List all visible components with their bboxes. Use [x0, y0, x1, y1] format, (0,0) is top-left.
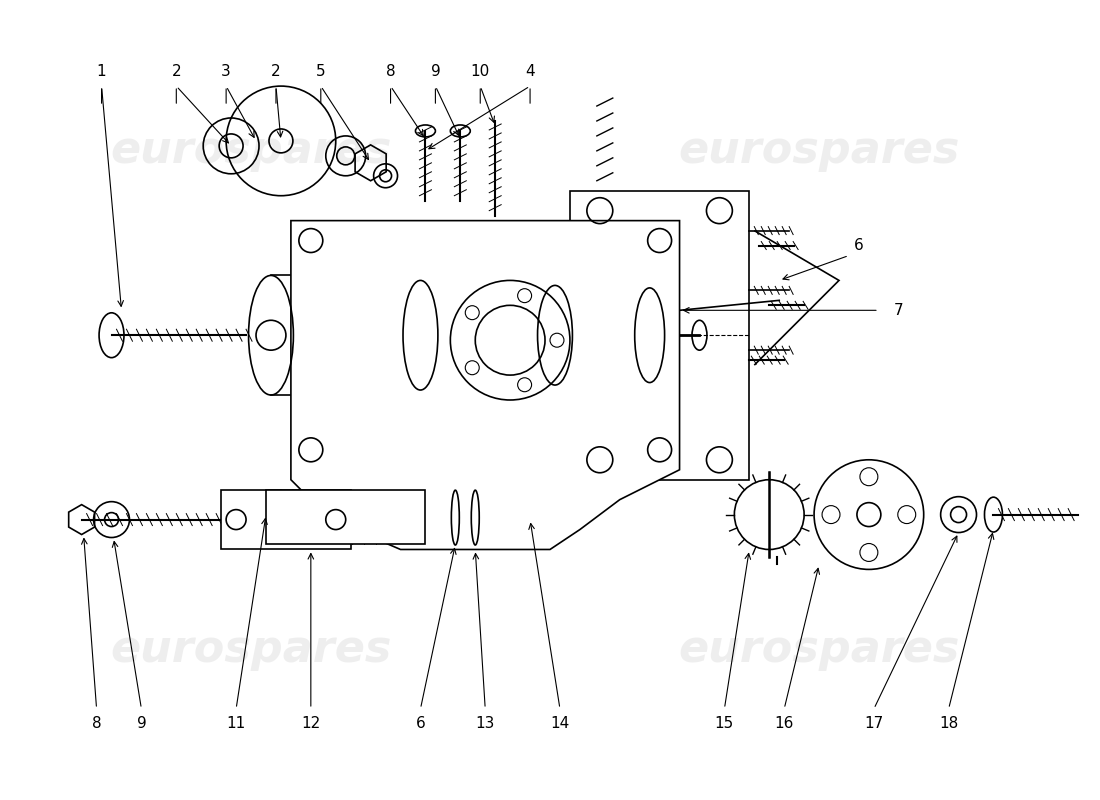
- Text: 18: 18: [939, 716, 958, 731]
- Text: 2: 2: [172, 64, 182, 78]
- Text: 12: 12: [301, 716, 320, 731]
- Text: 8: 8: [91, 716, 101, 731]
- Text: 9: 9: [430, 64, 440, 78]
- Text: 8: 8: [386, 64, 395, 78]
- Text: 7: 7: [894, 303, 903, 318]
- Text: 13: 13: [475, 716, 495, 731]
- Text: eurospares: eurospares: [110, 130, 392, 172]
- Text: 3: 3: [221, 64, 231, 78]
- Text: 10: 10: [471, 64, 490, 78]
- Text: 15: 15: [715, 716, 734, 731]
- Polygon shape: [570, 190, 749, 480]
- Text: 6: 6: [854, 238, 864, 253]
- Text: eurospares: eurospares: [679, 130, 959, 172]
- Polygon shape: [221, 490, 351, 550]
- Polygon shape: [290, 221, 680, 550]
- Text: 5: 5: [316, 64, 326, 78]
- Text: 16: 16: [774, 716, 794, 731]
- Text: 9: 9: [136, 716, 146, 731]
- Text: 6: 6: [416, 716, 426, 731]
- Text: 14: 14: [550, 716, 570, 731]
- Text: 17: 17: [865, 716, 883, 731]
- Text: 1: 1: [97, 64, 107, 78]
- Text: 2: 2: [271, 64, 281, 78]
- Text: 11: 11: [227, 716, 245, 731]
- Bar: [266, 490, 426, 545]
- Text: eurospares: eurospares: [679, 628, 959, 670]
- Text: eurospares: eurospares: [110, 628, 392, 670]
- Text: 4: 4: [526, 64, 535, 78]
